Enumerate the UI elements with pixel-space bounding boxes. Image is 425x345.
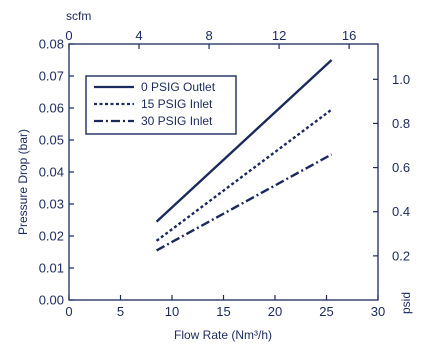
x-tick-label: 30 [371,304,385,319]
y-tick-label: 0.04 [39,165,64,180]
y-tick-label: 0.08 [39,37,64,52]
left-axis-ticks: 0.00 0.01 0.02 0.03 0.04 0.05 0.06 0.07 0.08 [39,37,74,308]
top-axis-label: scfm [66,9,91,23]
right-tick-label: 0.2 [392,248,410,263]
x-axis-label: Flow Rate (Nm³/h) [174,328,272,342]
y-tick-label: 0.05 [39,133,64,148]
legend: 0 PSIG Outlet 15 PSIG Inlet 30 PSIG Inle… [85,75,237,135]
x-tick-label: 20 [268,304,282,319]
right-tick-label: 1.0 [392,72,410,87]
legend-label-30-psig-inlet: 30 PSIG Inlet [141,114,213,128]
top-tick-label: 8 [205,28,212,43]
right-axis-label: psid [399,292,413,314]
series-line-15-psig-inlet [155,108,333,242]
bottom-axis-ticks: 0 5 10 15 20 25 30 [65,295,385,319]
y-tick-label: 0.01 [39,261,64,276]
right-tick-label: 0.4 [392,204,410,219]
right-tick-label: 0.8 [392,116,410,131]
y-tick-label: 0.02 [39,229,64,244]
legend-label-15-psig-inlet: 15 PSIG Inlet [141,97,213,111]
y-tick-label: 0.00 [39,293,64,308]
y-tick-label: 0.07 [39,69,64,84]
series-lines [155,59,333,252]
top-tick-label: 0 [65,28,72,43]
legend-label-0-psig-outlet: 0 PSIG Outlet [141,80,216,94]
right-axis-ticks: 0.2 0.4 0.6 0.8 1.0 [373,72,410,263]
plot-area: 0 5 10 15 20 25 30 0.000.010.020.030.040.050.0… [39,28,410,319]
x-tick-label: 15 [216,304,230,319]
y-tick-label: 0.06 [39,101,64,116]
y-tick-label: 0.03 [39,197,64,212]
x-tick-label: 10 [165,304,179,319]
series-line-0-psig-outlet [155,59,333,223]
x-tick-label: 5 [117,304,124,319]
y-axis-label: Pressure Drop (bar) [16,129,30,235]
top-axis-ticks: 0 4 8 12 16 [65,28,356,49]
top-tick-label: 12 [272,28,286,43]
right-tick-label: 0.6 [392,160,410,175]
x-tick-label: 0 [65,304,72,319]
top-tick-label: 16 [342,28,356,43]
series-line-30-psig-inlet [156,153,333,252]
x-tick-label: 25 [319,304,333,319]
top-tick-label: 4 [135,28,142,43]
